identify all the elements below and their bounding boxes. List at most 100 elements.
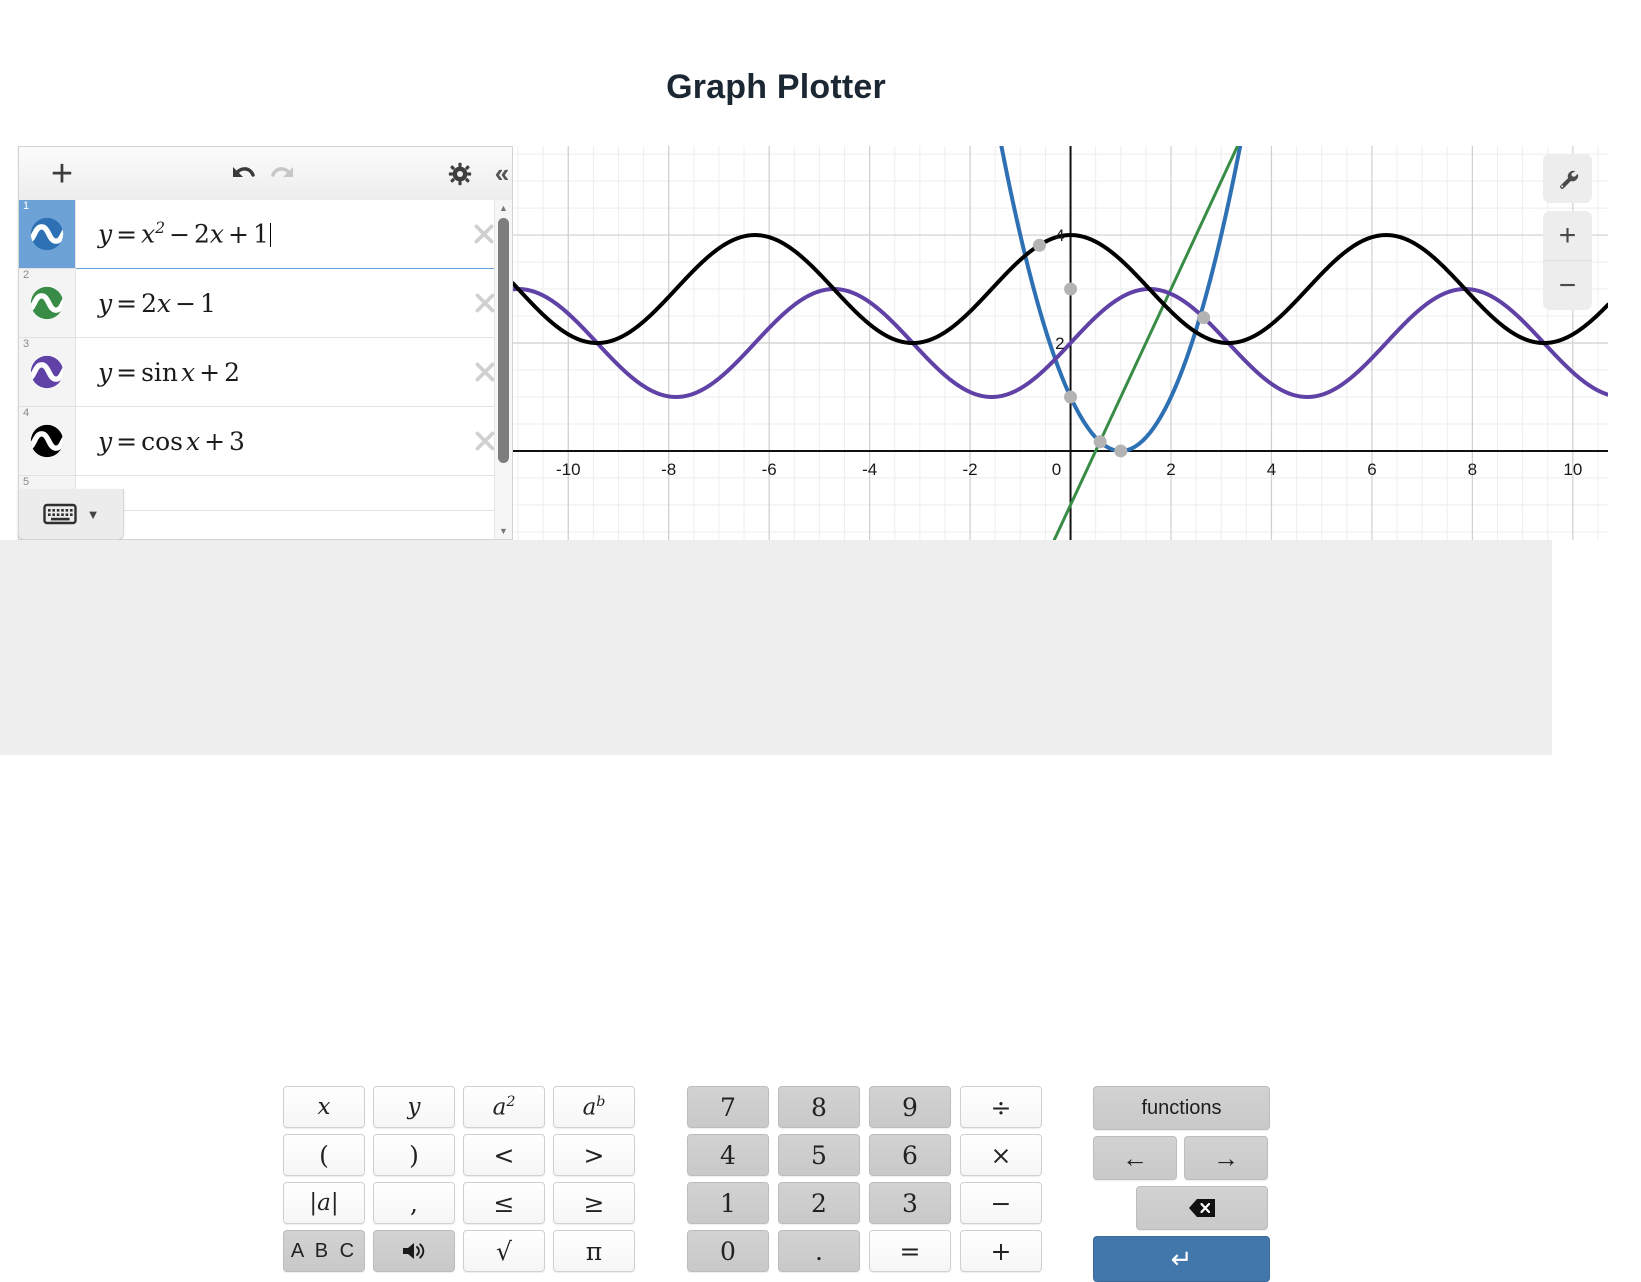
add-expression-button[interactable]: + xyxy=(50,152,74,195)
key-1[interactable]: 1 xyxy=(687,1182,769,1224)
curve-000000 xyxy=(513,233,1608,345)
expression-color-tab-2[interactable]: 2 xyxy=(19,269,76,337)
curve-388c46 xyxy=(1052,146,1240,540)
undo-arrow-icon xyxy=(233,166,255,177)
wrench-icon xyxy=(1559,170,1578,189)
sine-wave-icon-purple xyxy=(30,355,64,389)
zoom-out-button[interactable]: − xyxy=(1543,260,1592,310)
expression-math-2: y = 2x −1 xyxy=(98,288,216,318)
cursor-right-button[interactable]: → xyxy=(1184,1136,1268,1180)
scroll-down-arrow-icon[interactable]: ▼ xyxy=(499,526,508,536)
key-greater-equal[interactable]: ≥ xyxy=(553,1182,635,1224)
key-greater-than[interactable]: > xyxy=(553,1134,635,1176)
key-7[interactable]: 7 xyxy=(687,1086,769,1128)
key-add[interactable]: + xyxy=(960,1230,1042,1272)
expression-color-tab-4[interactable]: 4 xyxy=(19,407,76,475)
expression-index-4: 4 xyxy=(23,407,30,419)
key-5[interactable]: 5 xyxy=(778,1134,860,1176)
expression-list: 1 y = x2−2x +1 xyxy=(19,200,512,539)
intersection-point[interactable] xyxy=(1197,311,1211,325)
expression-row-3[interactable]: 3 y = sin x +2 xyxy=(19,338,512,407)
key-6[interactable]: 6 xyxy=(869,1134,951,1176)
expression-color-tab-3[interactable]: 3 xyxy=(19,338,76,406)
keypad-number-grid: 7 8 9 ÷ 4 5 6 × 1 2 3− 0. = + xyxy=(687,1086,1051,1272)
key-less-equal[interactable]: ≤ xyxy=(463,1182,545,1224)
key-open-paren[interactable]: ( xyxy=(283,1134,365,1176)
x-axis-tick-label: 10 xyxy=(1563,460,1582,479)
key-absolute-value[interactable]: |a| xyxy=(283,1182,365,1224)
key-3[interactable]: 3 xyxy=(869,1182,951,1224)
key-0[interactable]: 0 xyxy=(687,1230,769,1272)
x-axis-tick-label: 8 xyxy=(1468,460,1477,479)
delete-expression-3[interactable] xyxy=(472,359,498,385)
intersection-point[interactable] xyxy=(1114,444,1128,458)
key-equals[interactable]: = xyxy=(869,1230,951,1272)
key-a-squared[interactable]: a2 xyxy=(463,1086,545,1128)
delete-expression-2[interactable] xyxy=(472,290,498,316)
x-axis-tick-label: 0 xyxy=(1052,460,1061,479)
expression-body-1[interactable]: y = x2−2x +1 xyxy=(76,200,512,269)
enter-button[interactable]: ↵ xyxy=(1093,1236,1270,1282)
key-9[interactable]: 9 xyxy=(869,1086,951,1128)
expression-row-4[interactable]: 4 y = cos x +3 xyxy=(19,407,512,476)
keyboard-dropdown-caret-icon: ▼ xyxy=(86,506,100,522)
graph-settings-button[interactable] xyxy=(1543,154,1592,203)
key-x[interactable]: x xyxy=(283,1086,365,1128)
intersection-point[interactable] xyxy=(1064,282,1078,296)
cursor-left-button[interactable]: ← xyxy=(1093,1136,1177,1180)
text-caret xyxy=(269,222,271,247)
intersection-point[interactable] xyxy=(1064,390,1078,404)
key-audio-trace[interactable] xyxy=(373,1230,455,1272)
x-axis-tick-label: -2 xyxy=(963,460,978,479)
key-subtract[interactable]: − xyxy=(960,1182,1042,1224)
keyboard-toggle-button[interactable]: ▼ xyxy=(18,489,124,540)
graph-plot[interactable]: -10 -8 -6 -4 -2 0 2 4 6 8 10 2 4 xyxy=(513,146,1608,540)
intersection-point[interactable] xyxy=(1093,435,1107,449)
expression-list-scrollbar[interactable]: ▲ ▼ xyxy=(494,200,512,539)
delete-expression-4[interactable] xyxy=(472,428,498,454)
expression-index-3: 3 xyxy=(23,338,30,350)
key-decimal-point[interactable]: . xyxy=(778,1230,860,1272)
key-multiply[interactable]: × xyxy=(960,1134,1042,1176)
key-square-root[interactable]: √ xyxy=(463,1230,545,1272)
graph-tool-buttons: + − xyxy=(1543,154,1592,310)
intersection-point[interactable] xyxy=(1032,238,1046,252)
key-pi[interactable]: π xyxy=(553,1230,635,1272)
zoom-in-button[interactable]: + xyxy=(1543,211,1592,260)
undo-button[interactable] xyxy=(215,147,267,200)
backspace-icon xyxy=(1189,1199,1215,1217)
key-4[interactable]: 4 xyxy=(687,1134,769,1176)
graph-canvas[interactable]: -10 -8 -6 -4 -2 0 2 4 6 8 10 2 4 + − xyxy=(513,146,1608,540)
backspace-button[interactable] xyxy=(1136,1186,1268,1230)
scrollbar-thumb[interactable] xyxy=(498,218,509,463)
functions-button[interactable]: functions xyxy=(1093,1086,1270,1130)
redo-button[interactable] xyxy=(259,147,311,200)
expression-row-2[interactable]: 2 y = 2x −1 xyxy=(19,269,512,338)
expression-body-4[interactable]: y = cos x +3 xyxy=(76,407,512,475)
x-axis-tick-label: 6 xyxy=(1367,460,1376,479)
x-axis-tick-label: -6 xyxy=(762,460,777,479)
key-divide[interactable]: ÷ xyxy=(960,1086,1042,1128)
key-less-than[interactable]: < xyxy=(463,1134,545,1176)
expression-body-2[interactable]: y = 2x −1 xyxy=(76,269,512,337)
collapse-panel-button[interactable]: « xyxy=(494,158,510,188)
key-8[interactable]: 8 xyxy=(778,1086,860,1128)
delete-expression-1[interactable] xyxy=(471,221,497,247)
x-axis-tick-label: 2 xyxy=(1166,460,1175,479)
key-y[interactable]: y xyxy=(373,1086,455,1128)
key-2[interactable]: 2 xyxy=(778,1182,860,1224)
key-abc[interactable]: A B C xyxy=(283,1230,365,1272)
gear-icon xyxy=(448,162,472,185)
expression-body-3[interactable]: y = sin x +2 xyxy=(76,338,512,406)
curve-6042a6 xyxy=(513,287,1608,399)
settings-button[interactable] xyxy=(434,147,486,200)
key-close-paren[interactable]: ) xyxy=(373,1134,455,1176)
scroll-up-arrow-icon[interactable]: ▲ xyxy=(499,203,508,213)
x-axis-tick-label: -10 xyxy=(556,460,581,479)
expression-color-tab-1[interactable]: 1 xyxy=(19,200,76,268)
expression-row-1[interactable]: 1 y = x2−2x +1 xyxy=(19,200,512,269)
key-comma[interactable]: , xyxy=(373,1182,455,1224)
expression-body-5[interactable] xyxy=(76,476,512,510)
keyboard-icon xyxy=(42,503,77,525)
key-a-power-b[interactable]: ab xyxy=(553,1086,635,1128)
